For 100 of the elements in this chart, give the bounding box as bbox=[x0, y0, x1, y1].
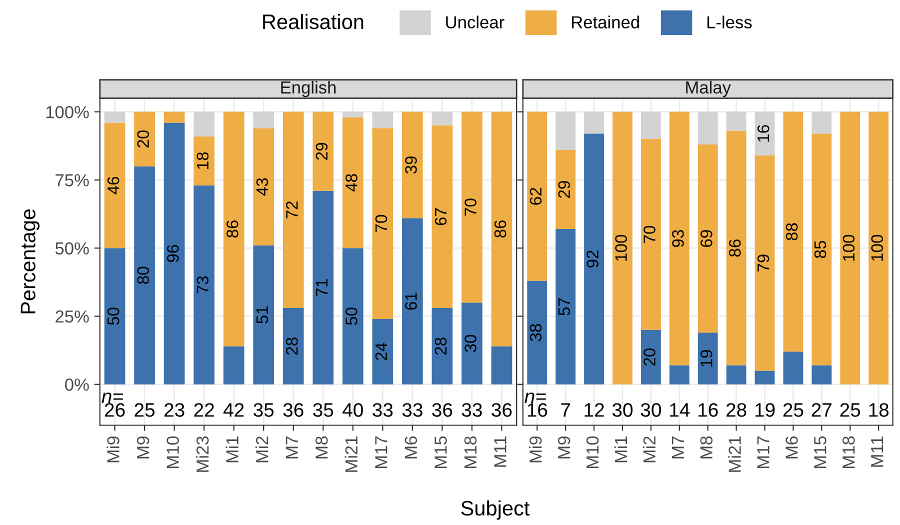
bar bbox=[312, 190, 334, 384]
bar bbox=[812, 365, 832, 384]
bar bbox=[164, 122, 185, 384]
data-label: 72 bbox=[286, 201, 298, 218]
bar bbox=[669, 112, 690, 366]
data-label: 19 bbox=[700, 350, 712, 366]
x-tick-label: Mi1 bbox=[614, 436, 627, 462]
bar bbox=[253, 245, 274, 384]
x-tick-label: M6 bbox=[404, 436, 418, 458]
bar bbox=[754, 370, 775, 384]
annotation: 35 bbox=[254, 403, 274, 417]
annotation: 33 bbox=[402, 403, 422, 417]
bar bbox=[812, 112, 832, 134]
x-tick-label: M17 bbox=[757, 436, 770, 468]
data-label: 92 bbox=[586, 250, 599, 268]
annotation: 7 bbox=[561, 403, 570, 417]
annotation: 30 bbox=[640, 403, 661, 417]
annotation: 16 bbox=[698, 403, 718, 417]
annotation: 19 bbox=[755, 403, 775, 417]
bar bbox=[402, 218, 423, 384]
bar bbox=[194, 185, 214, 384]
x-tick-label: Mi2 bbox=[256, 436, 268, 462]
legend-label: Unclear bbox=[446, 16, 504, 28]
bar bbox=[640, 139, 661, 330]
bar bbox=[194, 112, 214, 136]
bar bbox=[556, 229, 576, 384]
chart-title: English bbox=[281, 80, 336, 98]
x-tick-label: Mi1 bbox=[226, 436, 238, 462]
annotation: 35 bbox=[313, 403, 334, 417]
annotation: n= bbox=[524, 392, 546, 404]
bar bbox=[462, 302, 482, 384]
annotation: 14 bbox=[670, 403, 690, 417]
data-label: 100 bbox=[871, 234, 884, 261]
data-label: 39 bbox=[405, 156, 417, 174]
data-label: 71 bbox=[316, 279, 328, 296]
bar bbox=[527, 112, 548, 281]
annotation: 12 bbox=[584, 403, 604, 417]
data-label: 80 bbox=[137, 266, 150, 284]
y-tick-label: 75% bbox=[56, 174, 89, 186]
data-label: 70 bbox=[644, 226, 656, 243]
y-tick-label: 100% bbox=[46, 106, 89, 118]
chart-title: Malay bbox=[686, 80, 731, 98]
annotation: 25 bbox=[840, 403, 860, 417]
x-tick-label: Mi21 bbox=[344, 436, 358, 472]
x-tick-label: Mi23 bbox=[196, 436, 209, 472]
x-tick-label: M15 bbox=[814, 436, 826, 468]
bar bbox=[556, 112, 576, 150]
x-tick-label: M8 bbox=[316, 436, 328, 458]
annotation: 25 bbox=[783, 403, 804, 417]
bar bbox=[223, 112, 244, 346]
bar bbox=[491, 346, 512, 384]
bar bbox=[726, 130, 746, 366]
bar bbox=[640, 330, 661, 384]
legend-label: L-less bbox=[707, 16, 752, 28]
annotation: n= bbox=[102, 392, 123, 404]
data-label: 30 bbox=[464, 334, 476, 352]
data-label: 70 bbox=[464, 198, 476, 216]
bar bbox=[840, 112, 860, 384]
x-tick-label: M8 bbox=[700, 436, 713, 458]
data-label: 29 bbox=[558, 181, 570, 198]
data-label: 73 bbox=[196, 276, 209, 294]
annotation: 27 bbox=[812, 403, 832, 417]
annotation: 42 bbox=[223, 403, 244, 417]
x-tick-label: M15 bbox=[434, 436, 447, 468]
bar bbox=[282, 308, 304, 384]
x-tick-label: Mi2 bbox=[642, 436, 656, 462]
data-label: 62 bbox=[530, 188, 542, 205]
bar bbox=[432, 125, 453, 308]
data-label: 86 bbox=[226, 220, 238, 238]
data-label: 86 bbox=[494, 220, 506, 238]
data-label: 46 bbox=[107, 176, 120, 194]
bar bbox=[612, 112, 632, 384]
x-tick-label: M7 bbox=[672, 436, 684, 458]
annotation: 36 bbox=[283, 403, 304, 417]
bar bbox=[584, 112, 604, 134]
annotation: 23 bbox=[164, 403, 184, 417]
data-label: 16 bbox=[757, 125, 770, 142]
annotation: 40 bbox=[342, 403, 363, 417]
bar bbox=[282, 112, 304, 308]
y-tick-label: 50% bbox=[55, 242, 89, 255]
x-tick-label: Mi9 bbox=[106, 436, 120, 462]
data-label: 28 bbox=[434, 338, 447, 355]
bar bbox=[669, 365, 690, 384]
bar bbox=[698, 112, 718, 145]
x-axis-title: Subject bbox=[461, 500, 530, 520]
x-tick-label: M9 bbox=[558, 436, 570, 458]
annotation: 25 bbox=[134, 403, 155, 417]
bar bbox=[432, 112, 453, 126]
annotation: 16 bbox=[528, 403, 548, 417]
bar bbox=[783, 352, 804, 384]
annotation: 36 bbox=[432, 403, 452, 417]
data-label: 48 bbox=[346, 174, 358, 192]
bar bbox=[342, 117, 364, 248]
bar bbox=[556, 150, 576, 230]
data-label: 38 bbox=[530, 324, 542, 342]
legend-label: Retained bbox=[572, 16, 639, 28]
data-label: 85 bbox=[814, 240, 826, 258]
x-tick-label: Mi9 bbox=[529, 436, 542, 462]
bar bbox=[726, 112, 746, 131]
x-tick-label: M7 bbox=[286, 436, 298, 458]
